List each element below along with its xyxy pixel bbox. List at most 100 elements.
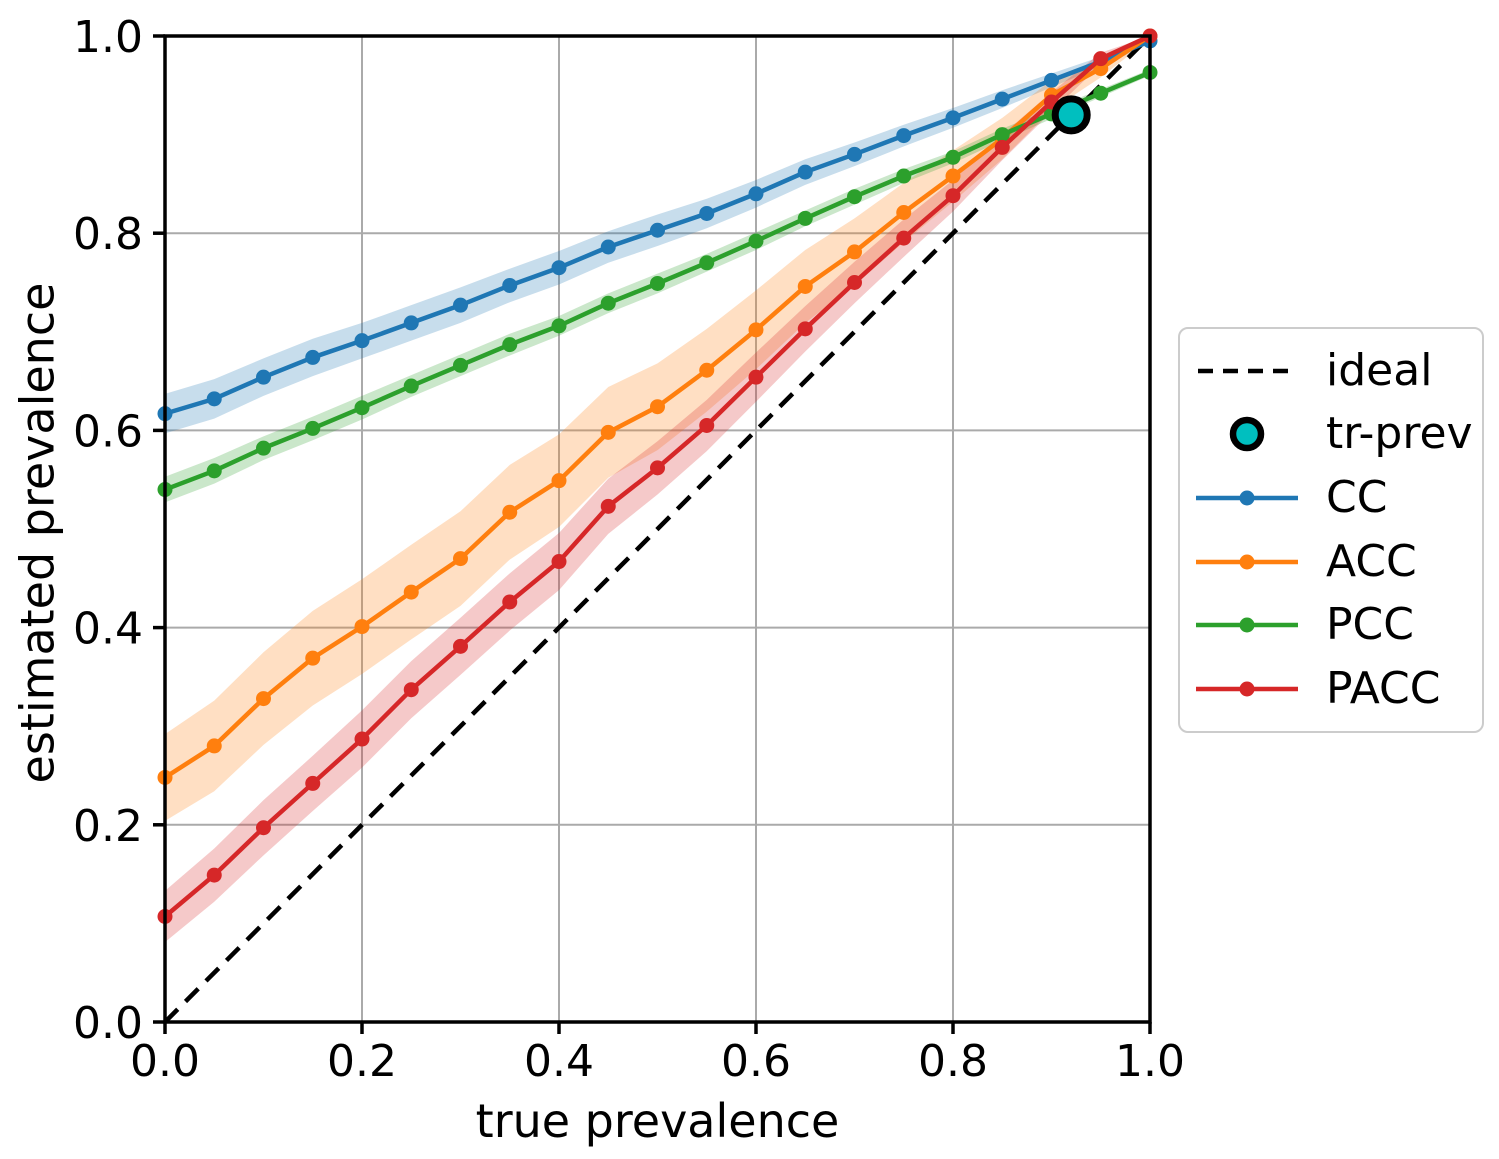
data-point-PCC	[896, 168, 912, 184]
data-point-PACC	[453, 638, 468, 654]
data-point-PCC	[206, 463, 222, 479]
legend-label-pcc: PCC	[1326, 599, 1414, 651]
data-point-PCC	[847, 189, 862, 205]
data-point-PCC	[1093, 85, 1109, 101]
data-point-CC	[1044, 72, 1059, 88]
data-point-PCC	[256, 440, 271, 456]
data-point-CC	[797, 164, 813, 180]
x-tick-label: 1.0	[1115, 1036, 1185, 1087]
y-tick-label: 0.0	[73, 998, 143, 1049]
tr-prev-marker	[1051, 95, 1091, 135]
data-point-ACC	[206, 738, 222, 754]
data-point-CC	[748, 186, 764, 202]
data-point-CC	[502, 277, 518, 293]
data-point-CC	[945, 110, 961, 126]
data-point-PACC	[551, 554, 567, 570]
data-point-PACC	[305, 775, 321, 791]
data-point-ACC	[305, 650, 321, 666]
data-point-ACC	[453, 551, 468, 567]
data-point-CC	[847, 146, 862, 162]
data-point-PACC	[945, 188, 961, 204]
data-point-PACC	[797, 321, 813, 337]
x-axis-label: true prevalence	[475, 1094, 840, 1148]
data-point-PACC	[650, 460, 665, 476]
y-tick-label: 0.2	[73, 801, 143, 852]
data-point-ACC	[354, 619, 370, 635]
data-point-PACC	[206, 867, 222, 883]
data-point-PACC	[502, 594, 518, 610]
dashed-line-icon	[1198, 368, 1296, 374]
data-point-PCC	[699, 255, 715, 271]
data-point-CC	[354, 333, 370, 349]
y-tick-label: 1.0	[73, 12, 143, 63]
data-point-PACC	[994, 139, 1010, 155]
data-point-PACC	[847, 275, 862, 290]
data-point-ACC	[945, 168, 961, 184]
data-point-PCC	[354, 400, 370, 416]
data-point-CC	[600, 239, 616, 255]
pcc-line-icon	[1196, 617, 1298, 633]
data-point-PCC	[797, 210, 813, 226]
x-tick-label: 0.2	[327, 1036, 397, 1087]
data-point-CC	[896, 128, 912, 144]
data-point-PACC	[600, 498, 616, 514]
data-point-CC	[403, 315, 419, 331]
data-point-PACC	[403, 682, 419, 698]
legend-label-ideal: ideal	[1326, 344, 1433, 396]
data-point-PCC	[502, 337, 518, 353]
data-point-ACC	[256, 691, 271, 707]
legend: ideal tr-prev CC ACC	[1178, 327, 1484, 733]
data-point-CC	[994, 91, 1010, 107]
x-tick-label: 0.4	[524, 1036, 594, 1087]
data-point-ACC	[748, 322, 764, 338]
x-tick-label: 0.0	[130, 1036, 200, 1087]
data-point-PACC	[699, 417, 715, 433]
data-point-PCC	[403, 378, 419, 394]
data-point-ACC	[551, 473, 567, 489]
circle-marker-icon	[1229, 417, 1265, 452]
x-tick-label: 0.8	[918, 1036, 988, 1087]
data-point-ACC	[699, 362, 715, 378]
legend-label-acc: ACC	[1326, 535, 1417, 587]
data-point-CC	[206, 391, 222, 407]
legend-item-cc: CC	[1192, 467, 1482, 529]
legend-label-pacc: PACC	[1326, 663, 1441, 715]
y-tick-label: 0.6	[73, 406, 143, 457]
data-point-PACC	[256, 820, 271, 836]
x-tick-label: 0.6	[721, 1036, 791, 1087]
data-point-ACC	[600, 424, 616, 440]
legend-item-ideal: ideal	[1192, 340, 1482, 402]
data-point-PCC	[945, 149, 961, 165]
data-point-PACC	[354, 731, 370, 747]
legend-item-tr-prev: tr-prev	[1192, 403, 1482, 465]
data-point-CC	[551, 260, 567, 276]
data-point-ACC	[797, 278, 813, 294]
y-axis-label: estimated prevalence	[10, 282, 65, 784]
legend-label-tr-prev: tr-prev	[1326, 408, 1473, 460]
data-point-CC	[650, 222, 665, 238]
data-point-PCC	[600, 295, 616, 311]
data-point-PCC	[551, 318, 567, 334]
plot-border	[163, 34, 1152, 1024]
data-point-CC	[699, 205, 715, 221]
confidence-band-PACC	[165, 36, 1150, 943]
data-point-PCC	[305, 420, 321, 436]
y-tick-label: 0.4	[73, 604, 143, 655]
data-point-ACC	[502, 504, 518, 520]
data-point-PACC	[748, 369, 764, 385]
cc-line-icon	[1196, 490, 1298, 506]
y-tick-label: 0.8	[73, 209, 143, 260]
legend-item-acc: ACC	[1192, 531, 1482, 593]
ideal-line	[163, 34, 1152, 1024]
data-point-PCC	[453, 357, 468, 373]
data-point-ACC	[847, 244, 862, 260]
data-point-PCC	[650, 275, 665, 291]
data-point-CC	[256, 369, 271, 385]
data-point-ACC	[896, 204, 912, 220]
legend-item-pacc: PACC	[1192, 658, 1482, 720]
data-point-PACC	[896, 230, 912, 246]
data-point-CC	[453, 297, 468, 313]
data-point-CC	[305, 349, 321, 365]
